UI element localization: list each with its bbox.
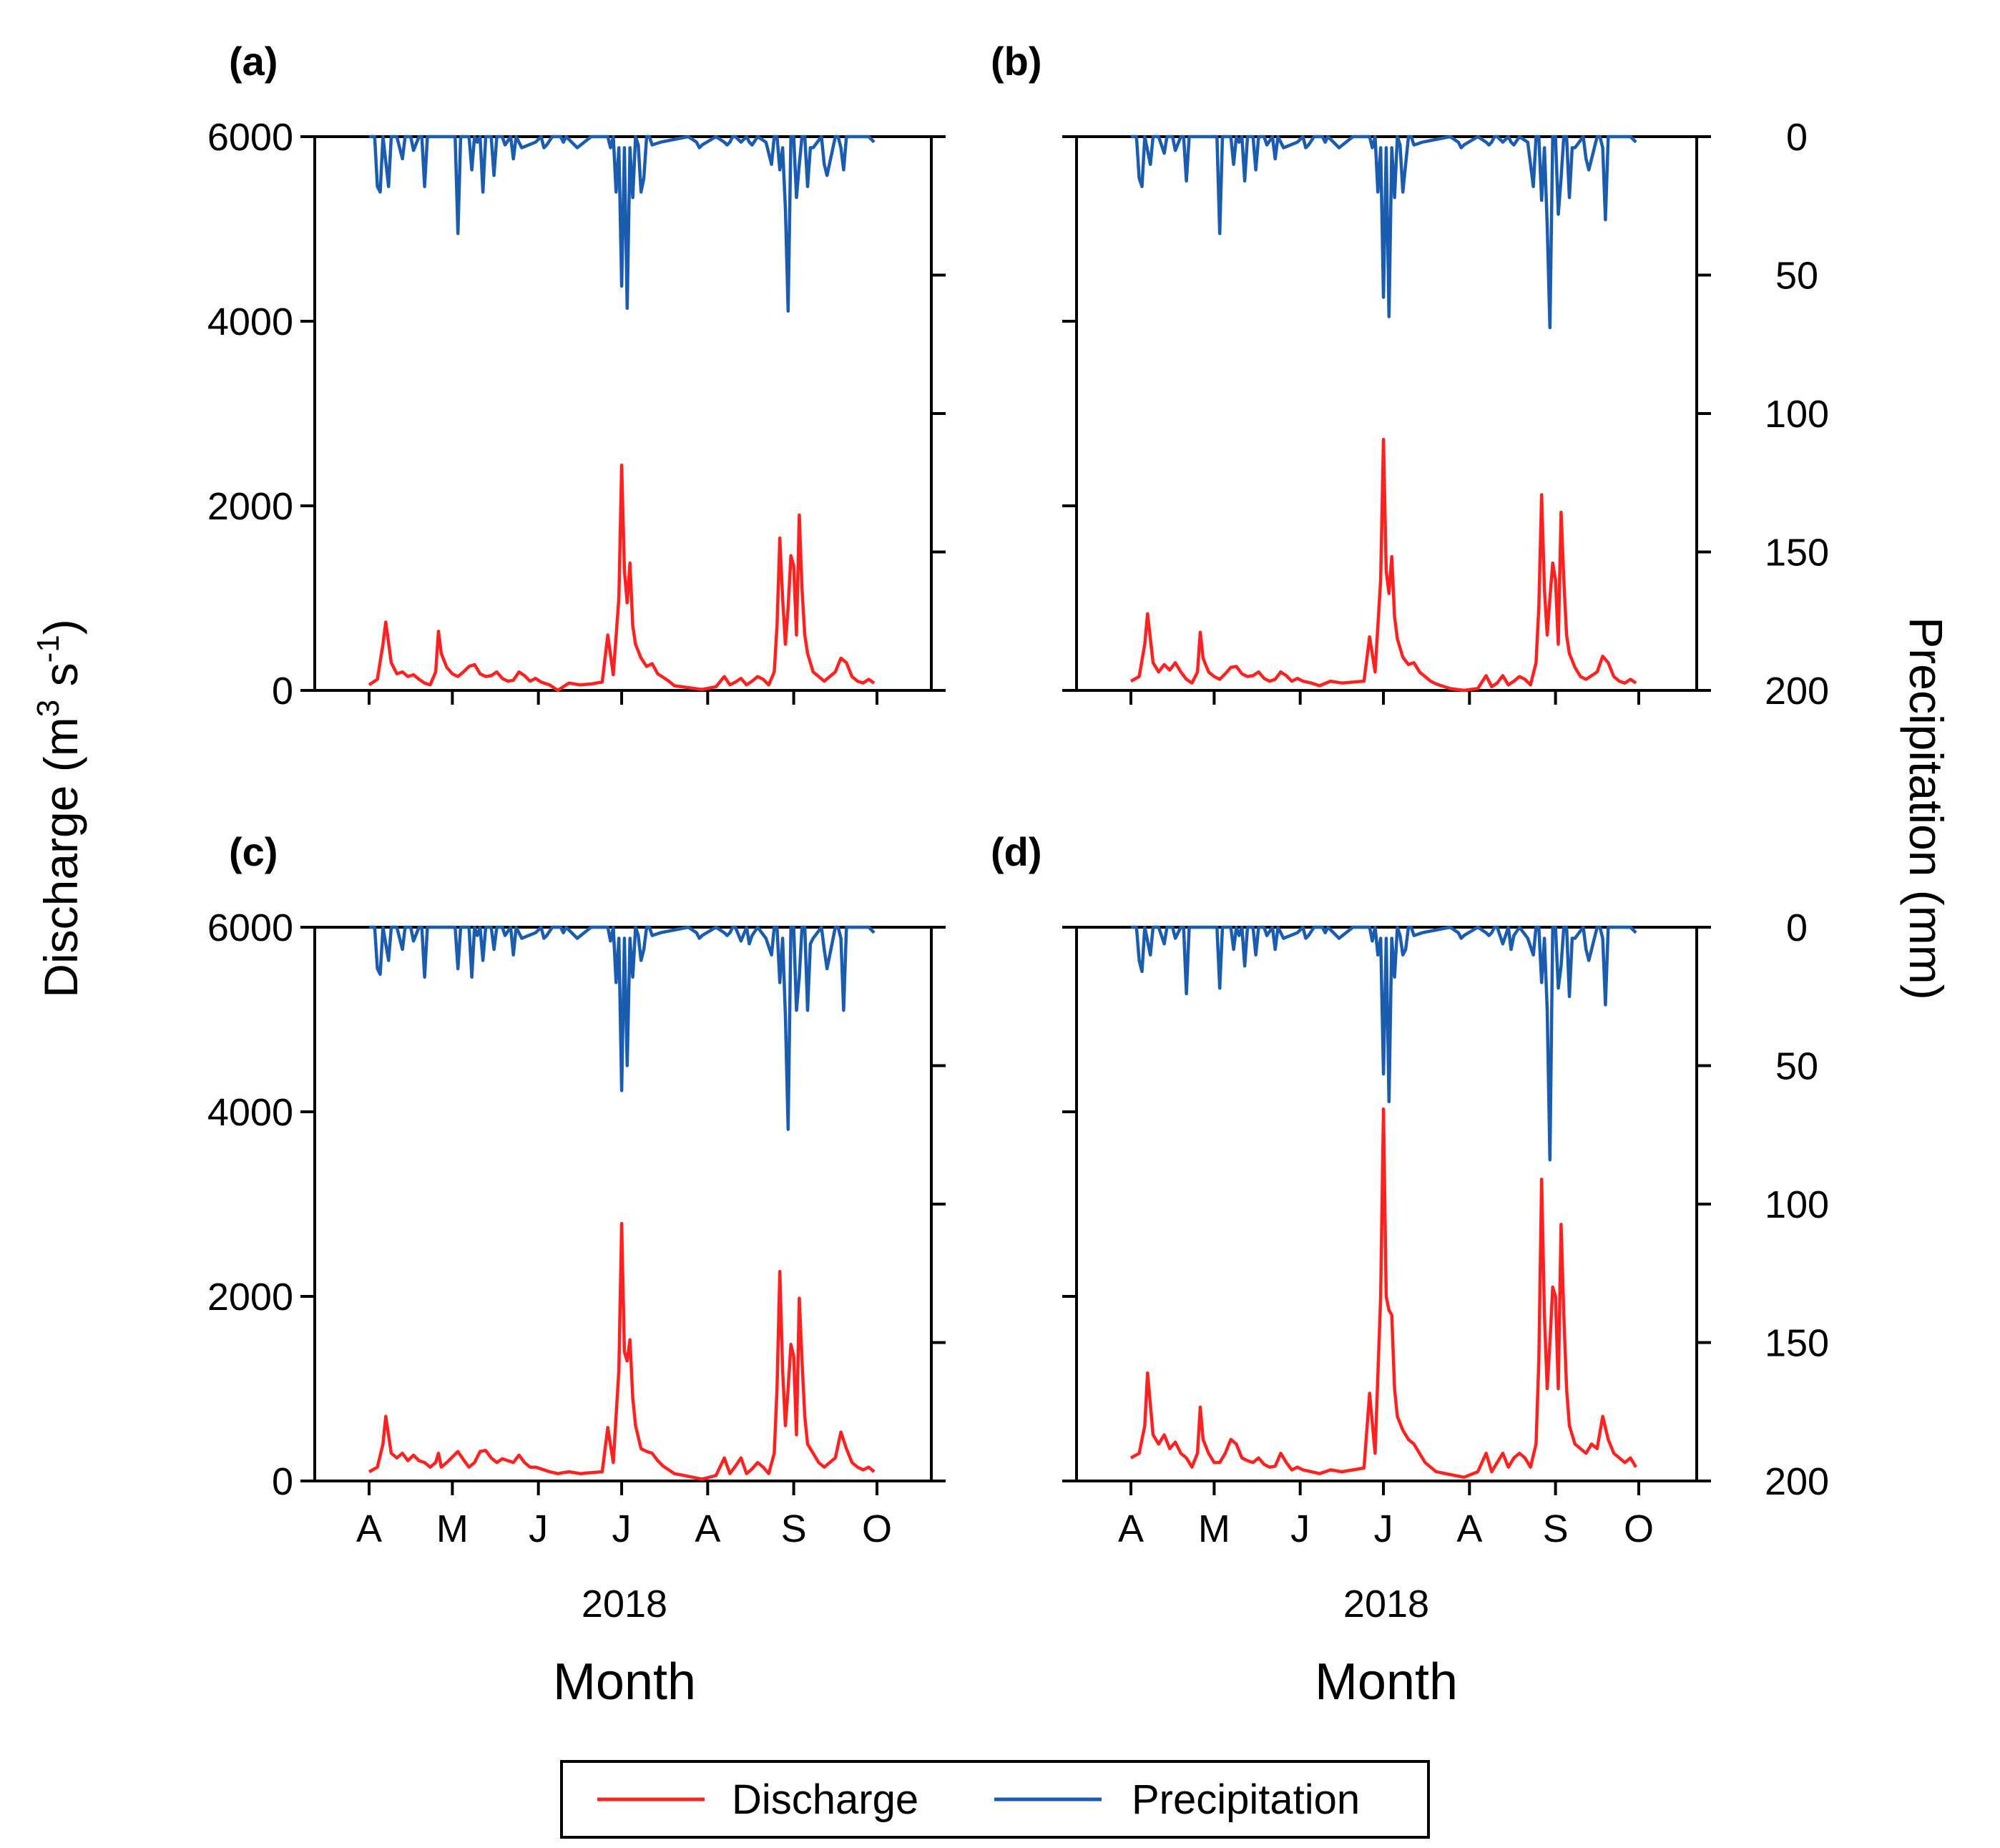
discharge-axis-mid: s xyxy=(34,663,87,699)
discharge-axis-sup-1: 3 xyxy=(31,700,66,717)
discharge-tick-label: 4000 xyxy=(207,1091,293,1134)
discharge-series-line xyxy=(1129,437,1637,693)
month-tick-label: J xyxy=(1374,1507,1393,1550)
x-axis-title: Month xyxy=(553,1653,696,1711)
discharge-tick-label: 0 xyxy=(272,1460,293,1503)
discharge-tick-label: 6000 xyxy=(207,116,293,159)
year-label: 2018 xyxy=(582,1583,667,1625)
discharge-axis-sup-2: -1 xyxy=(31,635,66,663)
discharge-tick-label: 6000 xyxy=(207,906,293,949)
panel-b: (b) 0 50 100 150 200 xyxy=(991,39,1829,713)
panel-label: (b) xyxy=(991,39,1042,84)
precipitation-tick-label: 50 xyxy=(1775,255,1818,298)
discharge-axis-title-text: Discharge (m xyxy=(34,717,87,997)
precipitation-tick-label: 200 xyxy=(1765,1460,1829,1503)
panel-label: (c) xyxy=(229,829,278,874)
legend-discharge-label: Discharge xyxy=(732,1776,918,1823)
panel-label: (d) xyxy=(991,829,1042,874)
month-tick-label: S xyxy=(781,1507,807,1550)
precipitation-tick-label: 100 xyxy=(1765,393,1829,436)
discharge-tick-label: 2000 xyxy=(207,485,293,528)
x-axis-title: Month xyxy=(1315,1653,1458,1711)
panel-d: (d) 0 50 100 150 200 A M J J A S O 2018 Month xyxy=(991,829,1829,1711)
discharge-series-line xyxy=(1129,1107,1638,1480)
month-tick-label: J xyxy=(612,1507,632,1550)
month-tick-label: O xyxy=(1624,1507,1654,1550)
panels: (a)0200040006000(b)050100150200(c)020004… xyxy=(207,39,1829,1711)
precipitation-tick-label: 100 xyxy=(1765,1183,1829,1226)
discharge-axis-end: ) xyxy=(34,619,87,635)
month-tick-label: J xyxy=(529,1507,548,1550)
year-label: 2018 xyxy=(1343,1583,1429,1625)
month-tick-label: J xyxy=(1290,1507,1310,1550)
legend: Discharge Precipitation xyxy=(560,1760,1430,1839)
month-tick-label: S xyxy=(1543,1507,1569,1550)
discharge-series-line xyxy=(368,463,876,693)
month-tick-label: A xyxy=(695,1507,720,1550)
precipitation-axis-title: Precipitation (mm) xyxy=(1900,617,1953,999)
month-tick-label: O xyxy=(862,1507,892,1550)
discharge-tick-label: 2000 xyxy=(207,1276,293,1319)
month-tick-label: A xyxy=(1456,1507,1482,1550)
precipitation-tick-label: 0 xyxy=(1786,906,1808,949)
panel-label: (a) xyxy=(229,39,278,84)
discharge-axis-title: Discharge (m3 s-1) xyxy=(31,619,87,997)
discharge-series-line xyxy=(368,1221,876,1481)
month-tick-label: A xyxy=(356,1507,382,1550)
discharge-tick-label: 0 xyxy=(272,670,293,713)
panel-c: (c) 0 2000 4000 6000 A M J J A S O 2018 Month xyxy=(207,829,946,1711)
precipitation-tick-label: 50 xyxy=(1775,1045,1818,1088)
precipitation-series-line xyxy=(369,135,876,313)
panel-a: (a) 0 2000 4000 6000 xyxy=(207,39,946,713)
month-tick-label: M xyxy=(1198,1507,1230,1550)
legend-precipitation-label: Precipitation xyxy=(1132,1776,1360,1823)
precipitation-tick-label: 150 xyxy=(1765,532,1829,575)
month-tick-label: M xyxy=(436,1507,469,1550)
precipitation-tick-label: 150 xyxy=(1765,1322,1829,1365)
precipitation-tick-label: 0 xyxy=(1786,116,1808,159)
precipitation-series-line xyxy=(369,925,876,1131)
precipitation-series-line xyxy=(1131,135,1637,330)
month-tick-label: A xyxy=(1118,1507,1144,1550)
discharge-tick-label: 4000 xyxy=(207,300,293,343)
precipitation-series-line xyxy=(1131,925,1637,1162)
precipitation-tick-label: 200 xyxy=(1765,670,1829,713)
